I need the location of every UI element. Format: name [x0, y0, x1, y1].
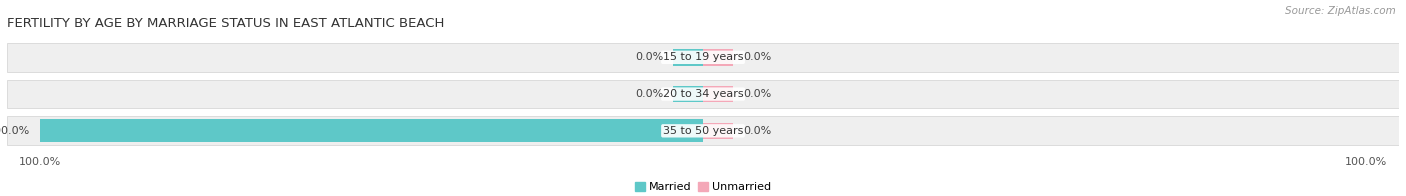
Bar — [7, 80, 1399, 108]
Bar — [703, 49, 733, 65]
Bar — [673, 49, 703, 65]
Text: 0.0%: 0.0% — [742, 126, 770, 136]
Text: 100.0%: 100.0% — [0, 126, 30, 136]
Bar — [7, 43, 1399, 72]
Legend: Married, Unmarried: Married, Unmarried — [630, 178, 776, 196]
Text: 15 to 19 years: 15 to 19 years — [662, 52, 744, 62]
Bar — [703, 86, 733, 102]
Bar — [673, 123, 703, 139]
Text: FERTILITY BY AGE BY MARRIAGE STATUS IN EAST ATLANTIC BEACH: FERTILITY BY AGE BY MARRIAGE STATUS IN E… — [7, 17, 444, 30]
Text: 0.0%: 0.0% — [636, 89, 664, 99]
Text: 20 to 34 years: 20 to 34 years — [662, 89, 744, 99]
Bar — [673, 86, 703, 102]
Text: 0.0%: 0.0% — [742, 89, 770, 99]
Text: Source: ZipAtlas.com: Source: ZipAtlas.com — [1285, 6, 1396, 16]
Bar — [7, 116, 1399, 145]
Text: 0.0%: 0.0% — [636, 52, 664, 62]
Bar — [41, 119, 703, 142]
Text: 35 to 50 years: 35 to 50 years — [662, 126, 744, 136]
Text: 0.0%: 0.0% — [742, 52, 770, 62]
Bar — [703, 123, 733, 139]
